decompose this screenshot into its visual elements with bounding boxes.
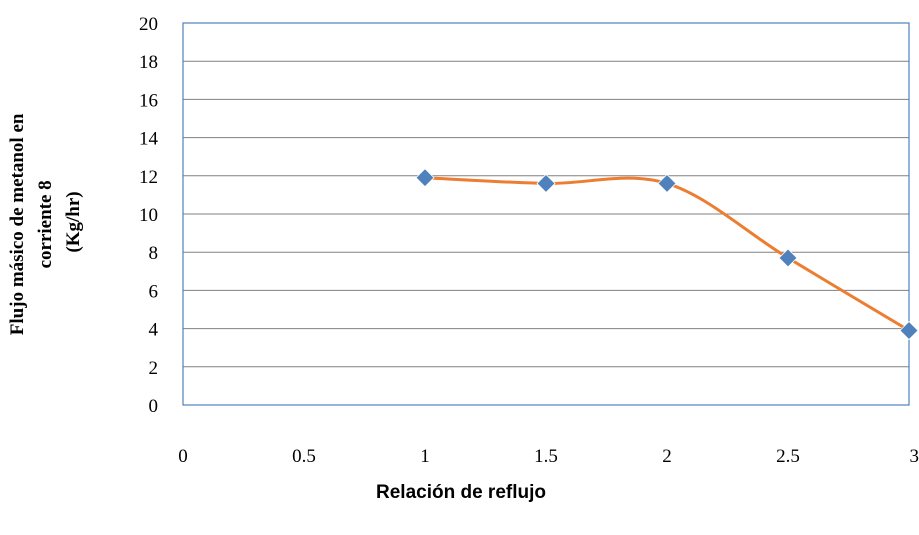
y-axis-label-line-2: corriente 8 bbox=[35, 180, 56, 268]
y-axis-label-line-1: Flujo másico de metanol en bbox=[7, 113, 28, 335]
data-point-marker bbox=[536, 173, 556, 194]
y-tick-label: 2 bbox=[149, 358, 159, 379]
x-tick-label: 2.5 bbox=[776, 446, 800, 467]
x-tick-label: 1.5 bbox=[534, 446, 558, 467]
series-markers bbox=[415, 168, 919, 341]
x-axis-label: Relación de reflujo bbox=[376, 482, 546, 503]
y-tick-label: 20 bbox=[139, 14, 158, 35]
data-point-marker bbox=[415, 168, 435, 188]
x-tick-label: 0.5 bbox=[292, 446, 316, 467]
data-point-marker bbox=[657, 173, 677, 194]
x-tick-label: 0 bbox=[178, 446, 188, 467]
plot-area-frame bbox=[182, 22, 910, 406]
y-tick-label: 4 bbox=[149, 320, 159, 341]
y-tick-label: 14 bbox=[139, 129, 159, 150]
x-tick-label: 3 bbox=[910, 446, 919, 467]
gridlines bbox=[183, 60, 909, 368]
data-point-marker bbox=[899, 320, 919, 341]
x-tick-label: 2 bbox=[662, 446, 672, 467]
y-axis-tick-labels: 0 2 4 6 8 10 12 14 16 18 20 bbox=[139, 14, 159, 417]
y-axis-label: Flujo másico de metanol en corriente 8 (… bbox=[7, 109, 84, 335]
y-tick-label: 8 bbox=[149, 243, 159, 264]
y-tick-label: 0 bbox=[149, 396, 159, 417]
x-tick-label: 1 bbox=[420, 446, 430, 467]
y-tick-label: 18 bbox=[139, 52, 158, 73]
x-axis-tick-labels: 0 0.5 1 1.5 2 2.5 3 bbox=[178, 446, 919, 467]
series-line bbox=[424, 176, 910, 332]
y-tick-label: 16 bbox=[139, 90, 158, 111]
y-axis-label-line-3: (Kg/hr) bbox=[63, 191, 84, 252]
y-tick-label: 10 bbox=[139, 205, 158, 226]
y-tick-label: 12 bbox=[139, 167, 158, 188]
y-tick-label: 6 bbox=[149, 281, 159, 302]
data-point-marker bbox=[778, 248, 798, 268]
